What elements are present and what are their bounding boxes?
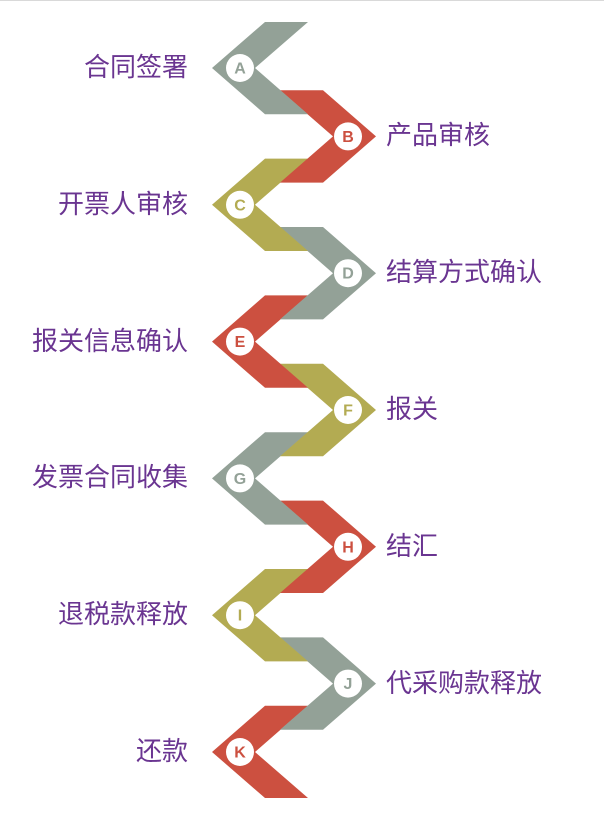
step-label-f: 报关 xyxy=(386,395,439,425)
step-label-h: 结汇 xyxy=(386,531,439,562)
badge-letter: B xyxy=(342,129,354,146)
step-badge-f: F xyxy=(334,396,362,424)
badge-circle xyxy=(226,54,254,82)
step-label-i: 退税款释放 xyxy=(57,600,188,631)
badge-circle xyxy=(334,532,362,561)
step-badge-g: G xyxy=(226,464,254,493)
badge-circle xyxy=(334,122,362,151)
badge-circle xyxy=(226,190,254,219)
badge-letter: D xyxy=(342,266,354,283)
step-badge-j: J xyxy=(334,669,362,698)
badge-circle xyxy=(334,396,362,424)
step-badge-c: C xyxy=(226,190,254,219)
step-badge-h: H xyxy=(334,532,362,561)
step-label-j: 代采购款释放 xyxy=(386,668,543,699)
top-divider xyxy=(0,0,604,1)
step-label-c: 开票人审核 xyxy=(57,189,188,220)
step-badge-k: K xyxy=(226,738,254,766)
badge-letter: K xyxy=(234,745,246,762)
step-label-a: 合同签署 xyxy=(83,53,188,83)
step-badge-e: E xyxy=(226,327,254,356)
badge-letter: H xyxy=(342,539,354,556)
badge-circle xyxy=(334,669,362,698)
badge-letter: I xyxy=(238,608,242,625)
step-label-e: 报关信息确认 xyxy=(31,326,188,357)
step-badge-b: B xyxy=(334,122,362,151)
badge-letter: F xyxy=(343,403,353,420)
badge-letter: G xyxy=(234,471,246,488)
step-badge-a: A xyxy=(226,54,254,82)
badge-circle xyxy=(226,327,254,356)
step-badge-i: I xyxy=(226,601,254,630)
step-label-d: 结算方式确认 xyxy=(386,258,543,289)
step-label-b: 产品审核 xyxy=(386,121,491,152)
badge-circle xyxy=(226,464,254,493)
badge-circle xyxy=(226,601,254,630)
badge-circle xyxy=(226,738,254,766)
badge-letter: J xyxy=(344,676,353,693)
badge-letter: C xyxy=(234,197,246,214)
step-badge-d: D xyxy=(334,259,362,288)
badge-letter: E xyxy=(235,334,246,351)
badge-circle xyxy=(334,259,362,288)
badge-letter: A xyxy=(234,61,246,78)
step-label-k: 还款 xyxy=(135,737,188,767)
step-label-g: 发票合同收集 xyxy=(31,463,188,494)
